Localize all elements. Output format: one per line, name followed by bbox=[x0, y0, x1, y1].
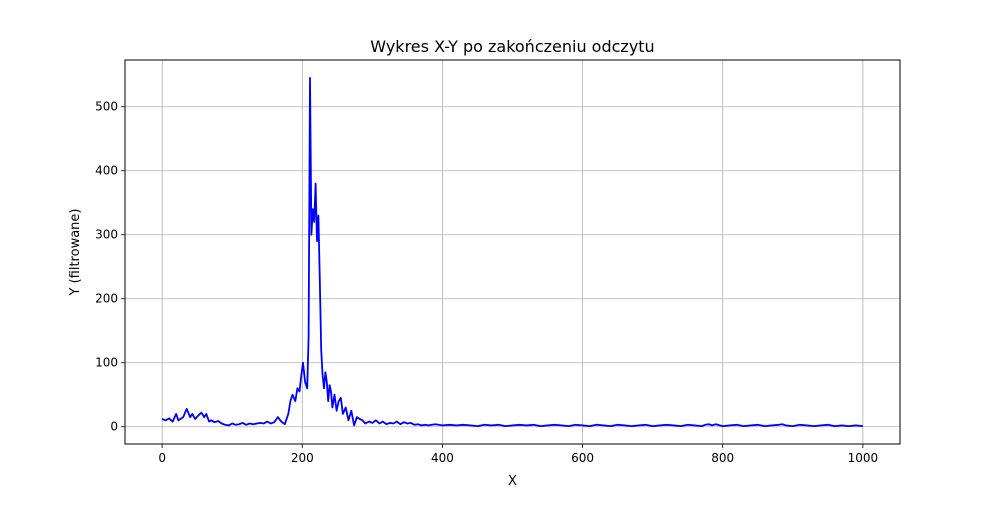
axis-ticks: 0 200 400 600 800 1000 0 100 200 300 400 500 bbox=[95, 100, 878, 465]
x-tick-label: 400 bbox=[431, 451, 454, 465]
series-layer bbox=[161, 77, 863, 428]
y-axis-label: Y (filtrowane) bbox=[68, 209, 83, 297]
x-tick-label: 600 bbox=[571, 451, 594, 465]
grid-lines bbox=[125, 60, 900, 444]
x-axis-label: X bbox=[508, 474, 517, 489]
x-tick-label: 200 bbox=[291, 451, 314, 465]
chart-title: Wykres X-Y po zakończeniu odczytu bbox=[370, 37, 654, 56]
x-tick-label: 800 bbox=[711, 451, 734, 465]
y-tick-label: 200 bbox=[95, 292, 118, 306]
plot-frame bbox=[124, 59, 901, 445]
y-tick-label: 0 bbox=[110, 420, 118, 434]
y-tick-label: 100 bbox=[95, 356, 118, 370]
y-tick-label: 300 bbox=[95, 228, 118, 242]
x-tick-label: 1000 bbox=[848, 451, 879, 465]
data-series-line bbox=[161, 77, 863, 428]
x-tick-label: 0 bbox=[158, 451, 166, 465]
y-tick-label: 400 bbox=[95, 164, 118, 178]
y-tick-label: 500 bbox=[95, 100, 118, 114]
